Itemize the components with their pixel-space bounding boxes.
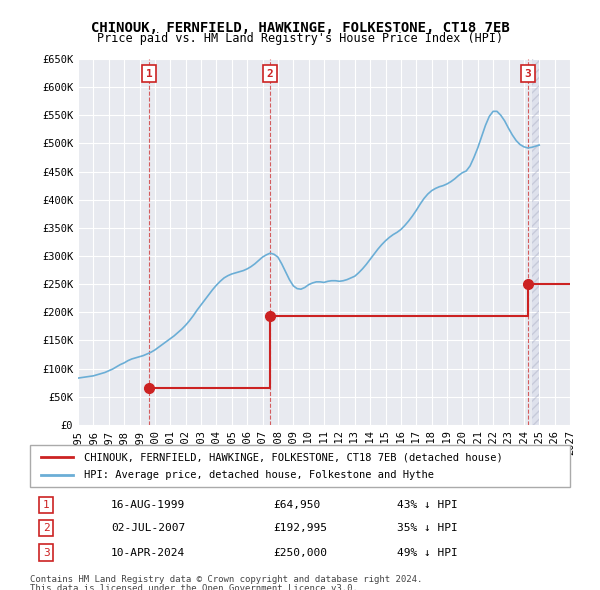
Text: 2: 2	[43, 523, 50, 533]
Text: 3: 3	[43, 548, 50, 558]
Text: Price paid vs. HM Land Registry's House Price Index (HPI): Price paid vs. HM Land Registry's House …	[97, 32, 503, 45]
Text: Contains HM Land Registry data © Crown copyright and database right 2024.: Contains HM Land Registry data © Crown c…	[30, 575, 422, 584]
Text: 3: 3	[524, 68, 532, 78]
Text: £64,950: £64,950	[273, 500, 320, 510]
Text: £192,995: £192,995	[273, 523, 327, 533]
Text: 49% ↓ HPI: 49% ↓ HPI	[397, 548, 458, 558]
Text: This data is licensed under the Open Government Licence v3.0.: This data is licensed under the Open Gov…	[30, 584, 358, 590]
Text: 43% ↓ HPI: 43% ↓ HPI	[397, 500, 458, 510]
Text: 1: 1	[43, 500, 50, 510]
Text: 1: 1	[146, 68, 152, 78]
Text: CHINOUK, FERNFIELD, HAWKINGE, FOLKESTONE, CT18 7EB: CHINOUK, FERNFIELD, HAWKINGE, FOLKESTONE…	[91, 21, 509, 35]
Text: CHINOUK, FERNFIELD, HAWKINGE, FOLKESTONE, CT18 7EB (detached house): CHINOUK, FERNFIELD, HAWKINGE, FOLKESTONE…	[84, 452, 503, 462]
Text: HPI: Average price, detached house, Folkestone and Hythe: HPI: Average price, detached house, Folk…	[84, 470, 434, 480]
Text: 2: 2	[267, 68, 274, 78]
Text: 35% ↓ HPI: 35% ↓ HPI	[397, 523, 458, 533]
Text: £250,000: £250,000	[273, 548, 327, 558]
Text: 16-AUG-1999: 16-AUG-1999	[111, 500, 185, 510]
Text: 10-APR-2024: 10-APR-2024	[111, 548, 185, 558]
Text: 02-JUL-2007: 02-JUL-2007	[111, 523, 185, 533]
FancyBboxPatch shape	[30, 445, 570, 487]
